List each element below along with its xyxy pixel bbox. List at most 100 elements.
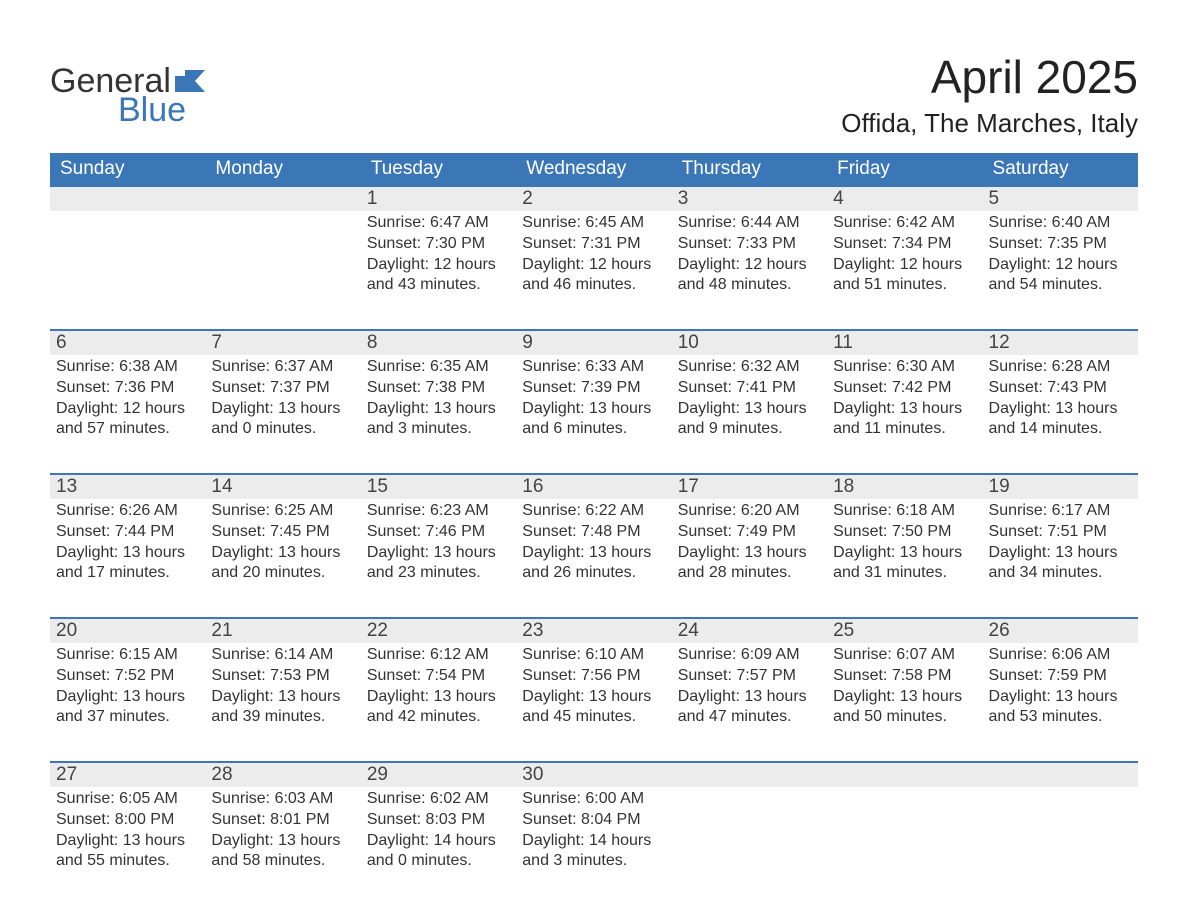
- daylight-text: Daylight: 13 hours and 58 minutes.: [211, 831, 354, 873]
- day-body: Sunrise: 6:42 AMSunset: 7:34 PMDaylight:…: [827, 211, 982, 302]
- day-body: [50, 211, 205, 219]
- calendar-day-cell: 9Sunrise: 6:33 AMSunset: 7:39 PMDaylight…: [516, 329, 671, 473]
- day-number: 16: [516, 473, 671, 499]
- calendar-day-cell: 12Sunrise: 6:28 AMSunset: 7:43 PMDayligh…: [983, 329, 1138, 473]
- day-number: 2: [516, 185, 671, 211]
- calendar-week-row: 6Sunrise: 6:38 AMSunset: 7:36 PMDaylight…: [50, 329, 1138, 473]
- sunset-text: Sunset: 7:53 PM: [211, 666, 354, 687]
- day-number: 21: [205, 617, 360, 643]
- calendar-day-cell: 30Sunrise: 6:00 AMSunset: 8:04 PMDayligh…: [516, 761, 671, 891]
- calendar-day-cell: 27Sunrise: 6:05 AMSunset: 8:00 PMDayligh…: [50, 761, 205, 891]
- sunset-text: Sunset: 7:41 PM: [678, 378, 821, 399]
- sunset-text: Sunset: 7:44 PM: [56, 522, 199, 543]
- calendar-day-cell: 4Sunrise: 6:42 AMSunset: 7:34 PMDaylight…: [827, 185, 982, 329]
- sunrise-text: Sunrise: 6:35 AM: [367, 357, 510, 378]
- day-number: 8: [361, 329, 516, 355]
- sunset-text: Sunset: 7:54 PM: [367, 666, 510, 687]
- daylight-text: Daylight: 13 hours and 11 minutes.: [833, 399, 976, 441]
- sunrise-text: Sunrise: 6:25 AM: [211, 501, 354, 522]
- daylight-text: Daylight: 13 hours and 9 minutes.: [678, 399, 821, 441]
- calendar-body: 1Sunrise: 6:47 AMSunset: 7:30 PMDaylight…: [50, 185, 1138, 891]
- daylight-text: Daylight: 13 hours and 23 minutes.: [367, 543, 510, 585]
- daylight-text: Daylight: 13 hours and 17 minutes.: [56, 543, 199, 585]
- weekday-header: Thursday: [672, 153, 827, 185]
- sunset-text: Sunset: 7:36 PM: [56, 378, 199, 399]
- day-number: 12: [983, 329, 1138, 355]
- day-number: 1: [361, 185, 516, 211]
- sunrise-text: Sunrise: 6:20 AM: [678, 501, 821, 522]
- day-body: Sunrise: 6:23 AMSunset: 7:46 PMDaylight:…: [361, 499, 516, 590]
- day-body: Sunrise: 6:02 AMSunset: 8:03 PMDaylight:…: [361, 787, 516, 878]
- day-body: Sunrise: 6:28 AMSunset: 7:43 PMDaylight:…: [983, 355, 1138, 446]
- daylight-text: Daylight: 13 hours and 50 minutes.: [833, 687, 976, 729]
- sunset-text: Sunset: 7:50 PM: [833, 522, 976, 543]
- day-number: 9: [516, 329, 671, 355]
- day-body: Sunrise: 6:26 AMSunset: 7:44 PMDaylight:…: [50, 499, 205, 590]
- calendar-day-cell: 7Sunrise: 6:37 AMSunset: 7:37 PMDaylight…: [205, 329, 360, 473]
- calendar-day-cell: 19Sunrise: 6:17 AMSunset: 7:51 PMDayligh…: [983, 473, 1138, 617]
- calendar-day-cell: 10Sunrise: 6:32 AMSunset: 7:41 PMDayligh…: [672, 329, 827, 473]
- weekday-header: Monday: [205, 153, 360, 185]
- calendar-week-row: 1Sunrise: 6:47 AMSunset: 7:30 PMDaylight…: [50, 185, 1138, 329]
- calendar-day-cell: [827, 761, 982, 891]
- sunset-text: Sunset: 7:57 PM: [678, 666, 821, 687]
- calendar-day-cell: 20Sunrise: 6:15 AMSunset: 7:52 PMDayligh…: [50, 617, 205, 761]
- calendar-day-cell: 11Sunrise: 6:30 AMSunset: 7:42 PMDayligh…: [827, 329, 982, 473]
- daylight-text: Daylight: 12 hours and 48 minutes.: [678, 255, 821, 297]
- daylight-text: Daylight: 13 hours and 0 minutes.: [211, 399, 354, 441]
- daylight-text: Daylight: 12 hours and 54 minutes.: [989, 255, 1132, 297]
- calendar-table: Sunday Monday Tuesday Wednesday Thursday…: [50, 153, 1138, 891]
- day-body: [827, 787, 982, 795]
- day-body: Sunrise: 6:12 AMSunset: 7:54 PMDaylight:…: [361, 643, 516, 734]
- calendar-day-cell: 28Sunrise: 6:03 AMSunset: 8:01 PMDayligh…: [205, 761, 360, 891]
- sunset-text: Sunset: 8:00 PM: [56, 810, 199, 831]
- day-body: Sunrise: 6:03 AMSunset: 8:01 PMDaylight:…: [205, 787, 360, 878]
- day-number: 17: [672, 473, 827, 499]
- sunrise-text: Sunrise: 6:05 AM: [56, 789, 199, 810]
- calendar-day-cell: 17Sunrise: 6:20 AMSunset: 7:49 PMDayligh…: [672, 473, 827, 617]
- calendar-day-cell: 26Sunrise: 6:06 AMSunset: 7:59 PMDayligh…: [983, 617, 1138, 761]
- daylight-text: Daylight: 13 hours and 42 minutes.: [367, 687, 510, 729]
- sunrise-text: Sunrise: 6:06 AM: [989, 645, 1132, 666]
- daylight-text: Daylight: 12 hours and 51 minutes.: [833, 255, 976, 297]
- sunrise-text: Sunrise: 6:47 AM: [367, 213, 510, 234]
- sunrise-text: Sunrise: 6:14 AM: [211, 645, 354, 666]
- month-title: April 2025: [841, 50, 1138, 104]
- day-body: Sunrise: 6:37 AMSunset: 7:37 PMDaylight:…: [205, 355, 360, 446]
- calendar-page: General Blue April 2025 Offida, The Marc…: [0, 0, 1188, 918]
- day-body: Sunrise: 6:10 AMSunset: 7:56 PMDaylight:…: [516, 643, 671, 734]
- day-number: 3: [672, 185, 827, 211]
- calendar-day-cell: 21Sunrise: 6:14 AMSunset: 7:53 PMDayligh…: [205, 617, 360, 761]
- day-body: Sunrise: 6:30 AMSunset: 7:42 PMDaylight:…: [827, 355, 982, 446]
- day-number: [672, 761, 827, 787]
- title-block: April 2025 Offida, The Marches, Italy: [841, 30, 1138, 145]
- weekday-header: Saturday: [983, 153, 1138, 185]
- day-body: Sunrise: 6:25 AMSunset: 7:45 PMDaylight:…: [205, 499, 360, 590]
- sunset-text: Sunset: 7:33 PM: [678, 234, 821, 255]
- day-number: 19: [983, 473, 1138, 499]
- brand-logo: General Blue: [50, 30, 205, 130]
- calendar-day-cell: 6Sunrise: 6:38 AMSunset: 7:36 PMDaylight…: [50, 329, 205, 473]
- daylight-text: Daylight: 13 hours and 31 minutes.: [833, 543, 976, 585]
- sunset-text: Sunset: 7:48 PM: [522, 522, 665, 543]
- day-number: [50, 185, 205, 211]
- calendar-day-cell: 29Sunrise: 6:02 AMSunset: 8:03 PMDayligh…: [361, 761, 516, 891]
- day-number: [983, 761, 1138, 787]
- day-number: 18: [827, 473, 982, 499]
- daylight-text: Daylight: 13 hours and 6 minutes.: [522, 399, 665, 441]
- sunrise-text: Sunrise: 6:12 AM: [367, 645, 510, 666]
- calendar-day-cell: 25Sunrise: 6:07 AMSunset: 7:58 PMDayligh…: [827, 617, 982, 761]
- sunset-text: Sunset: 7:56 PM: [522, 666, 665, 687]
- sunset-text: Sunset: 7:39 PM: [522, 378, 665, 399]
- daylight-text: Daylight: 13 hours and 20 minutes.: [211, 543, 354, 585]
- daylight-text: Daylight: 12 hours and 57 minutes.: [56, 399, 199, 441]
- day-body: Sunrise: 6:38 AMSunset: 7:36 PMDaylight:…: [50, 355, 205, 446]
- day-body: Sunrise: 6:35 AMSunset: 7:38 PMDaylight:…: [361, 355, 516, 446]
- calendar-day-cell: 13Sunrise: 6:26 AMSunset: 7:44 PMDayligh…: [50, 473, 205, 617]
- day-body: Sunrise: 6:06 AMSunset: 7:59 PMDaylight:…: [983, 643, 1138, 734]
- sunrise-text: Sunrise: 6:09 AM: [678, 645, 821, 666]
- daylight-text: Daylight: 13 hours and 26 minutes.: [522, 543, 665, 585]
- sunset-text: Sunset: 7:43 PM: [989, 378, 1132, 399]
- daylight-text: Daylight: 12 hours and 43 minutes.: [367, 255, 510, 297]
- sunrise-text: Sunrise: 6:00 AM: [522, 789, 665, 810]
